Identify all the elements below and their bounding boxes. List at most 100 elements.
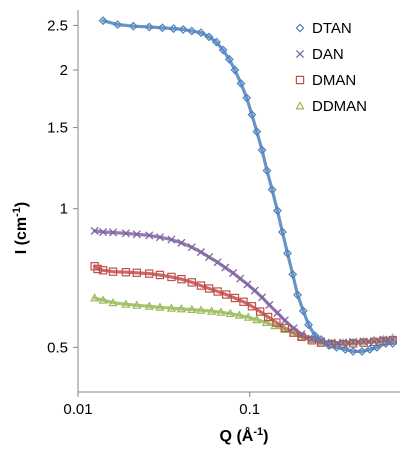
data-point-dtan <box>332 342 341 352</box>
data-point-ddman <box>207 306 217 315</box>
data-point-dan-stroke <box>108 228 118 237</box>
data-point-dtan <box>304 320 313 330</box>
data-point-dman <box>167 272 176 282</box>
data-point-dan-stroke <box>297 330 306 339</box>
data-point-ddman <box>348 337 358 346</box>
axes <box>73 10 400 397</box>
data-point-dman <box>255 307 265 316</box>
legend-marker-ddman <box>295 101 305 110</box>
data-point-dan-stroke <box>132 230 141 239</box>
data-point-dan-stroke <box>167 235 176 244</box>
data-point-ddman <box>216 307 226 316</box>
data-point-dan <box>196 248 206 257</box>
data-point-ddman <box>166 303 177 312</box>
data-point-dtan <box>178 24 188 34</box>
x-tick-label: 0.1 <box>239 401 260 418</box>
data-point-dan-stroke <box>229 268 238 278</box>
data-point-dan <box>155 233 164 242</box>
data-point-dman <box>132 268 142 277</box>
legend-marker-dan-stroke <box>295 49 305 59</box>
data-point-dtan <box>230 65 240 75</box>
data-point-dtan <box>144 22 154 32</box>
x-tick-label: 0.01 <box>63 401 92 418</box>
data-point-dtan <box>247 110 257 120</box>
data-point-dtan <box>293 290 303 300</box>
data-point-dtan <box>340 344 350 354</box>
data-point-ddman <box>176 304 187 313</box>
data-markers <box>90 16 398 356</box>
y-tick-label: 2.5 <box>47 17 68 34</box>
data-point-ddman <box>243 312 253 321</box>
data-point-dman <box>239 297 248 306</box>
data-point-dan-stroke <box>280 316 289 325</box>
data-point-dtan <box>324 340 334 350</box>
data-point-dtan <box>196 28 206 38</box>
data-point-dan <box>99 227 108 237</box>
data-point-dtan <box>262 166 272 176</box>
data-point-dan <box>273 308 282 317</box>
data-point-dman <box>316 338 326 347</box>
y-tick-label: 1 <box>60 201 68 218</box>
legend-entry-dtan: DTAN <box>312 20 352 37</box>
data-point-dtan <box>277 227 287 237</box>
fit-line-dtan <box>101 19 395 353</box>
legend: DTAN DAN DMAN DDMAN <box>295 20 367 115</box>
data-point-dtan <box>218 45 228 55</box>
data-point-dan-stroke <box>205 253 214 262</box>
data-point-ddman <box>121 299 131 308</box>
data-point-dan <box>90 226 99 235</box>
data-point-dman <box>177 274 186 284</box>
data-point-dan <box>359 337 368 346</box>
y-tick-label: 2 <box>60 62 68 79</box>
data-point-dan <box>307 334 316 343</box>
data-point-dman <box>187 278 197 287</box>
y-tick-label: 0.5 <box>47 339 68 356</box>
data-point-dan-stroke <box>250 286 259 295</box>
data-point-dan-stroke <box>196 248 206 257</box>
data-point-dan <box>187 243 196 252</box>
data-point-dtan <box>204 32 214 42</box>
data-point-dtan <box>348 346 358 356</box>
data-point-dtan <box>365 344 375 354</box>
data-point-dan-stroke <box>339 338 348 347</box>
data-point-dan-stroke <box>289 324 298 333</box>
fit-line-ddman <box>93 296 395 345</box>
data-point-dman <box>90 262 99 271</box>
data-point-ddman <box>196 305 206 314</box>
y-tick-label: 1.5 <box>47 120 68 137</box>
data-point-ddman <box>252 314 262 324</box>
data-point-dan <box>339 338 348 347</box>
data-point-ddman <box>108 297 118 307</box>
data-point-ddman <box>307 334 317 343</box>
data-point-dan <box>280 316 289 325</box>
fit-line-dan <box>93 229 395 345</box>
data-point-ddman <box>144 301 154 310</box>
data-point-dtan <box>283 248 292 258</box>
data-point-dtan <box>252 127 262 137</box>
data-point-dan-stroke <box>145 231 154 240</box>
data-point-ddman <box>225 308 235 318</box>
data-point-dan <box>213 258 222 267</box>
data-point-dan-stroke <box>236 274 245 283</box>
data-point-dan-stroke <box>213 258 222 267</box>
data-point-dman <box>272 318 281 327</box>
data-point-dan <box>108 228 118 237</box>
data-point-dan-stroke <box>243 280 252 289</box>
data-point-dan-stroke <box>265 300 274 310</box>
data-point-dman <box>145 269 154 278</box>
data-point-dtan <box>224 54 234 64</box>
legend-entry-ddman: DDMAN <box>312 98 367 115</box>
data-point-dan-stroke <box>349 337 358 346</box>
x-axis-title: Q (Å-1) <box>220 426 269 445</box>
data-point-dtan <box>211 37 221 47</box>
data-point-dan <box>243 280 252 289</box>
data-point-dan <box>258 293 267 302</box>
data-point-ddman <box>90 293 100 302</box>
data-point-dtan <box>257 145 267 155</box>
data-point-dan <box>379 335 388 344</box>
data-point-dtan <box>267 185 277 195</box>
data-point-dman <box>280 323 289 333</box>
data-point-dan-stroke <box>327 338 336 347</box>
data-point-dan <box>221 263 230 272</box>
data-point-dman <box>369 337 379 347</box>
